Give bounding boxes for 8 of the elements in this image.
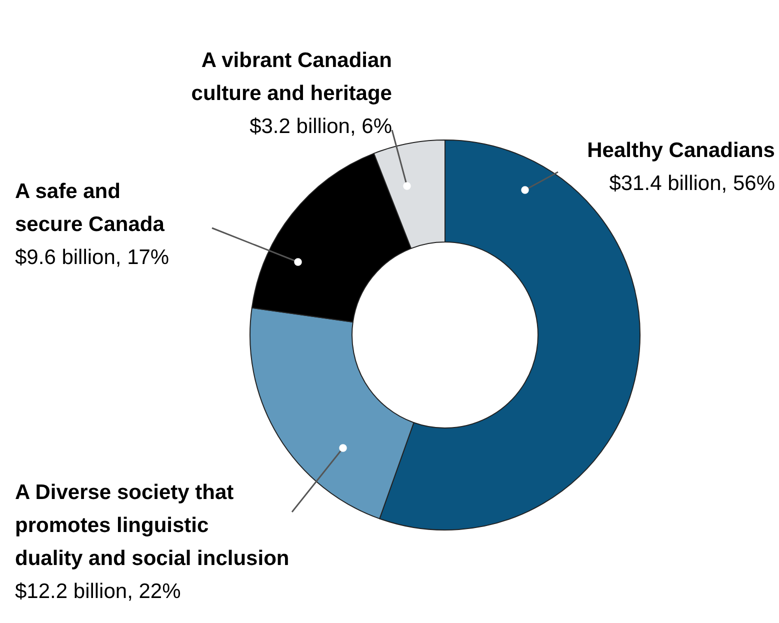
data-label: $12.2 billion, 22% — [15, 580, 181, 603]
slice-label: A safe and secure Canada — [15, 180, 165, 236]
slice-label: A Diverse society that promotes linguistic duality and social inclusion — [15, 481, 290, 570]
data-label: $9.6 billion, 17% — [15, 246, 170, 269]
slice-label: A vibrant Canadian culture and heritage — [191, 49, 392, 105]
data-label: $3.2 billion, 6% — [250, 115, 392, 138]
data-label: $31.4 billion, 56% — [609, 172, 775, 195]
slice-label: Healthy Canadians — [587, 139, 775, 162]
